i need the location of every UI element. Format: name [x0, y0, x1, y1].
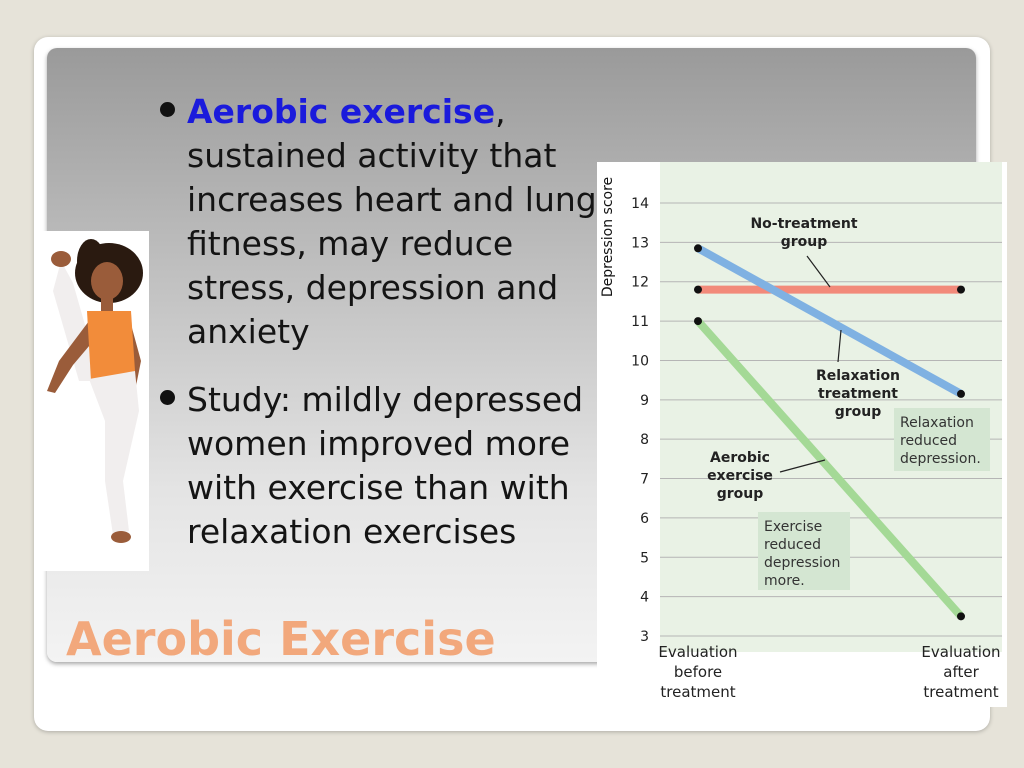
bullet-item-study: Study: mildly depressed women improved m… [160, 378, 600, 554]
bullet-term: Aerobic exercise [187, 92, 496, 131]
chart-svg: 3 4 5 6 7 8 9 10 11 12 13 14 Depression score Evaluat… [600, 162, 1002, 701]
bullet-text: Study: mildly depressed women improved m… [187, 380, 584, 551]
bullet-dot-icon [160, 390, 175, 405]
x-tick-label: treatment [660, 683, 735, 701]
annotation-text: reduced [764, 537, 821, 553]
annotation-text: depression. [900, 451, 981, 467]
y-tick-label: 12 [631, 275, 649, 291]
depression-chart: 3 4 5 6 7 8 9 10 11 12 13 14 Depression score Evaluat… [597, 162, 1007, 707]
data-point [957, 285, 965, 294]
x-tick-label: treatment [923, 683, 998, 701]
data-point [694, 244, 702, 253]
bullet-text: , sustained activity that increases hear… [187, 92, 597, 351]
bullet-item-aerobic: Aerobic exercise, sustained activity tha… [160, 90, 600, 354]
series-line-1 [696, 244, 963, 398]
series-label: group [835, 404, 882, 420]
y-tick-label: 3 [640, 629, 649, 645]
y-tick-label: 14 [631, 196, 649, 212]
annotation-text: Relaxation [900, 415, 974, 431]
series-label: exercise [707, 468, 773, 484]
series-label: Aerobic [710, 450, 770, 466]
series-leader-line [837, 329, 842, 363]
y-tick-label: 8 [640, 432, 649, 448]
x-tick-label: Evaluation [921, 643, 1000, 661]
y-tick-label: 5 [640, 550, 649, 566]
annotation-text: Exercise [764, 519, 822, 535]
y-axis-label: Depression score [600, 177, 616, 297]
y-tick-label: 9 [640, 393, 649, 409]
annotation-text: depression [764, 555, 840, 571]
x-tick-label: before [674, 663, 722, 681]
y-tick-label: 7 [640, 472, 649, 488]
y-tick-label: 10 [631, 353, 649, 369]
annotation-box [758, 512, 850, 590]
series-label: No-treatment [750, 216, 857, 232]
series-label: Relaxation [816, 368, 900, 384]
woman-kicking-photo [39, 231, 149, 571]
x-tick-label: Evaluation [658, 643, 737, 661]
annotation-text: reduced [900, 433, 957, 449]
data-point [957, 389, 965, 398]
series-label: group [781, 234, 828, 250]
x-tick-label: after [943, 663, 979, 681]
series-label: group [717, 486, 764, 502]
series-line-2 [695, 318, 964, 619]
slide-title: Aerobic Exercise [66, 612, 496, 666]
y-tick-label: 6 [640, 511, 649, 527]
woman-kicking-figure-icon [47, 239, 143, 543]
y-tick-label: 13 [631, 235, 649, 251]
bullet-dot-icon [160, 102, 175, 117]
annotation-box [894, 408, 990, 471]
annotation-text: more. [764, 573, 805, 589]
series-label: treatment [818, 386, 898, 402]
data-point [694, 285, 702, 294]
bullet-list: Aerobic exercise, sustained activity tha… [160, 90, 600, 554]
y-tick-label: 11 [631, 314, 649, 330]
y-tick-label: 4 [640, 590, 649, 606]
series-leader-line [779, 459, 826, 473]
series-leader-line [806, 255, 831, 288]
data-point [694, 317, 702, 326]
data-point [957, 612, 965, 621]
